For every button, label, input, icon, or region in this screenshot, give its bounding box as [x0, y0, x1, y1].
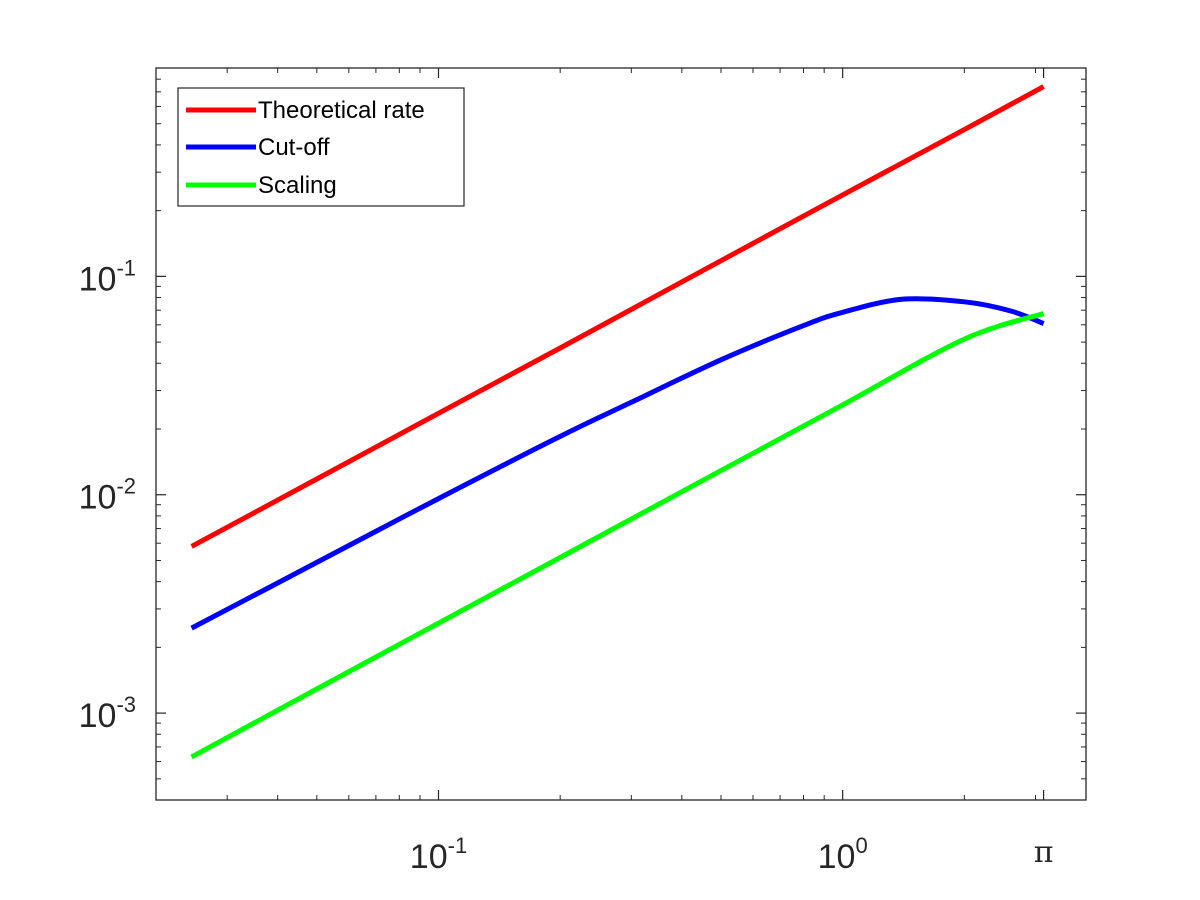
- x-tick-labels: 10-1 100 π: [410, 833, 1054, 876]
- legend-label-theoretical-rate: Theoretical rate: [258, 97, 425, 124]
- y-tick-labels: 10-3 10-2 10-1: [79, 255, 136, 735]
- y-tick-label: 10-2: [79, 474, 136, 517]
- legend-label-scaling: Scaling: [258, 172, 337, 199]
- legend-label-cut-off: Cut-off: [258, 134, 330, 161]
- plot-frame: [155, 67, 1087, 801]
- x-tick-label: 10-1: [410, 833, 467, 876]
- y-tick-label: 10-1: [79, 255, 136, 298]
- legend: Theoretical rate Cut-off Scaling: [177, 87, 465, 207]
- x-tick-label: π: [1034, 835, 1054, 870]
- major-ticks: [156, 68, 1086, 800]
- y-tick-label: 10-3: [79, 692, 136, 735]
- series-layer: [190, 84, 1045, 760]
- series-line-cut-off: [190, 296, 1045, 631]
- series-line-theoretical-rate: [190, 84, 1045, 549]
- minor-ticks: [156, 68, 1086, 800]
- series-line-scaling: [190, 311, 1045, 760]
- x-tick-label: 100: [818, 833, 868, 876]
